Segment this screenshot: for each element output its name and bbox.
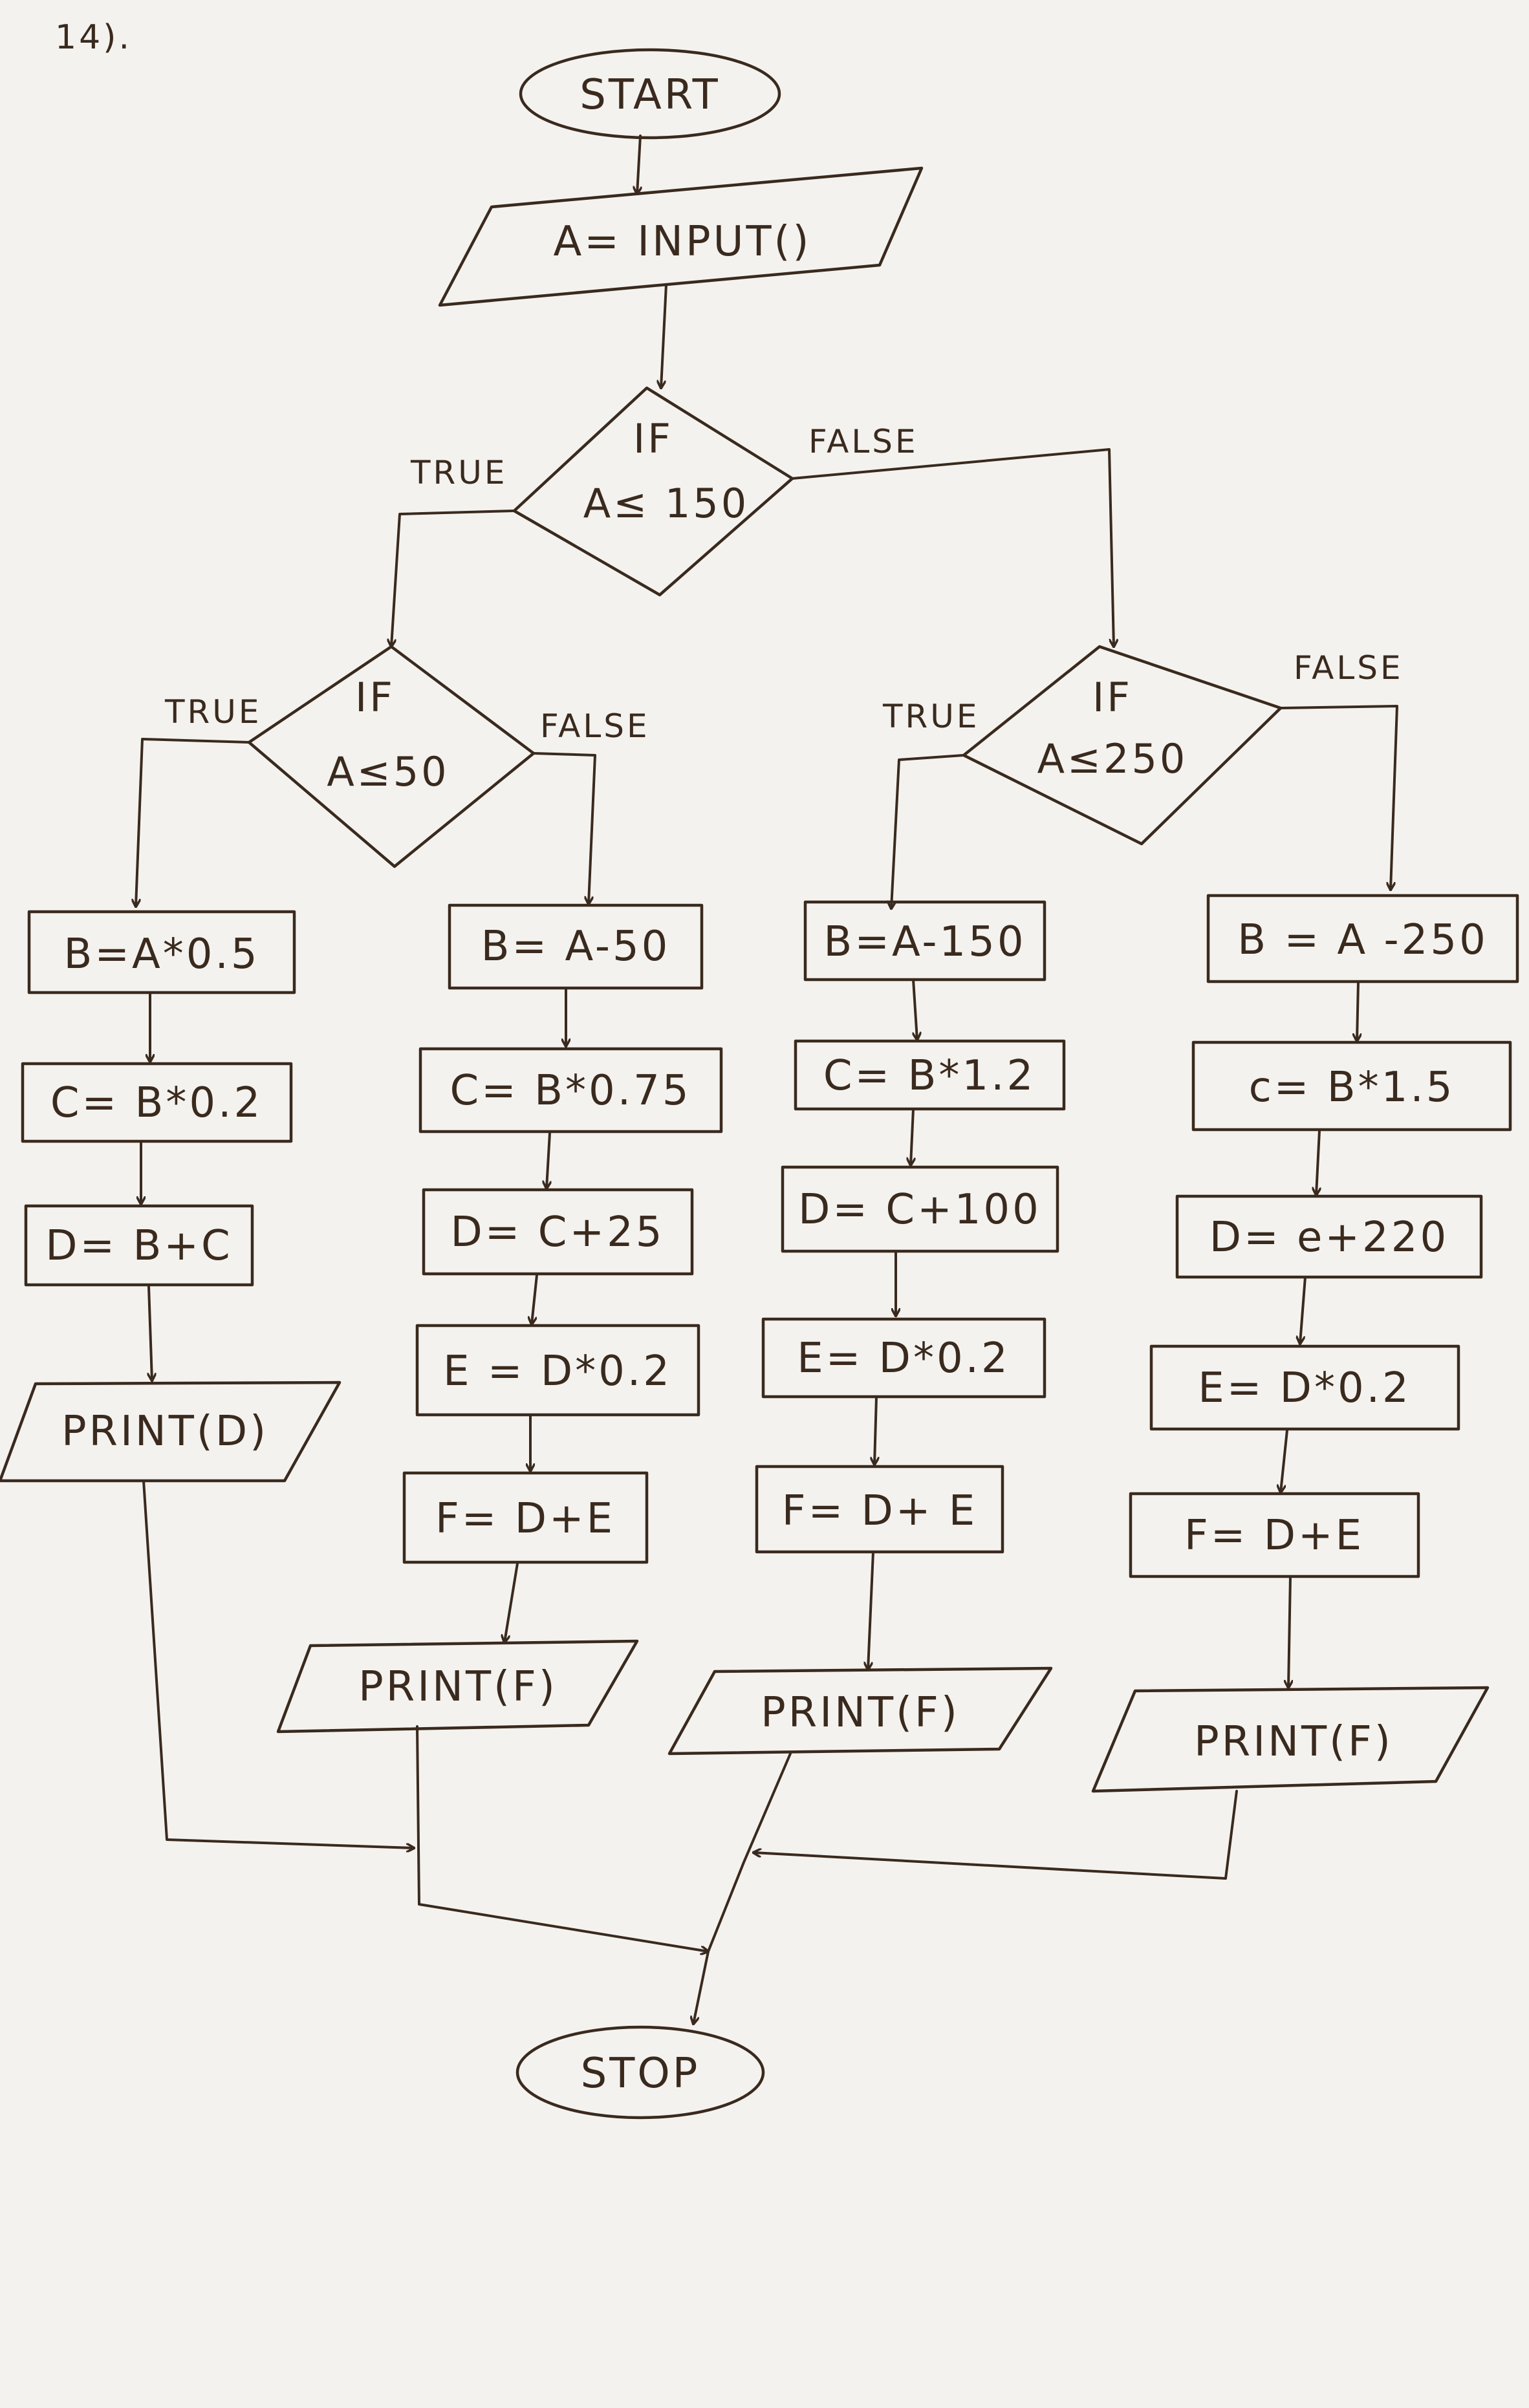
arrow-d3-false-to-b4 (1279, 705, 1398, 890)
svg-text:E= D*0.2: E= D*0.2 (1198, 1364, 1411, 1412)
svg-text:E= D*0.2: E= D*0.2 (797, 1335, 1010, 1382)
svg-text:C= B*0.75: C= B*0.75 (450, 1067, 691, 1115)
arrow-input-to-decision-1 (661, 283, 667, 388)
arrow-d3-true-to-b3 (891, 754, 965, 908)
svg-text:A≤50: A≤50 (327, 748, 449, 795)
start-terminal: START (519, 48, 781, 140)
arrow-d2-true-to-b1 (136, 738, 250, 907)
branch-1-output: PRINT(D) (0, 1381, 342, 1483)
svg-text:START: START (580, 71, 720, 119)
branch-3-step-2: C= B*1.2 (794, 1039, 1066, 1111)
arrow-b3-step-2-3 (911, 1108, 913, 1165)
svg-text:IF: IF (633, 415, 673, 462)
branch-1-step-1: B=A*0.5 (27, 910, 296, 994)
svg-text:B= A-50: B= A-50 (481, 923, 671, 971)
svg-text:D= C+25: D= C+25 (451, 1209, 665, 1256)
svg-text:D= e+220: D= e+220 (1209, 1214, 1449, 1262)
decision-2-false-label: FALSE (540, 707, 650, 745)
stop-terminal: STOP (515, 2025, 765, 2120)
input-parallelogram: A= INPUT() (438, 166, 924, 307)
arrow-d1-true-to-d2 (391, 510, 515, 647)
svg-text:C= B*1.2: C= B*1.2 (823, 1052, 1036, 1100)
arrow-d1-false-to-d3 (791, 448, 1114, 647)
decision-3: IF A≤250 (962, 645, 1283, 846)
arrow-b4-step-1-2 (1357, 980, 1358, 1041)
svg-text:F= D+E: F= D+E (1184, 1512, 1364, 1560)
arrow-b3-step-1-2 (912, 978, 917, 1040)
svg-text:A≤250: A≤250 (1037, 735, 1188, 782)
branch-3-step-5: F= D+ E (755, 1465, 1004, 1554)
decision-2-true-label: TRUE (164, 693, 261, 731)
branch-4-step-5: F= D+E (1129, 1492, 1420, 1578)
svg-text:F= D+ E: F= D+ E (782, 1487, 977, 1535)
arrow-d2-false-to-b2 (532, 752, 596, 904)
branch-2-step-2: C= B*0.75 (418, 1047, 723, 1134)
branch-4-output: PRINT(F) (1091, 1686, 1490, 1793)
branch-3-step-3: D= C+100 (781, 1165, 1059, 1253)
svg-text:IF: IF (355, 674, 395, 721)
decision-3-false-label: FALSE (1294, 649, 1404, 687)
arrow-b2-step-2-3 (547, 1132, 550, 1188)
arrow-b4-step-4-5 (1281, 1429, 1288, 1492)
svg-text:F= D+E: F= D+E (435, 1495, 615, 1543)
svg-text:c= B*1.5: c= B*1.5 (1249, 1064, 1455, 1112)
arrow-b2-merge (416, 1725, 708, 1951)
page-number: 14). (55, 18, 132, 57)
arrow-b3-step-5-out (868, 1551, 874, 1670)
svg-text:B = A -250: B = A -250 (1237, 916, 1488, 964)
svg-text:B=A-150: B=A-150 (823, 918, 1026, 966)
arrow-b1-step-3-out (149, 1285, 152, 1381)
branch-2-step-4: E = D*0.2 (415, 1324, 700, 1417)
svg-text:A≤ 150: A≤ 150 (583, 480, 749, 527)
branch-4-step-2: c= B*1.5 (1191, 1040, 1512, 1132)
arrow-b3-step-4-5 (874, 1395, 876, 1465)
arrow-start-to-input (637, 134, 640, 194)
svg-text:D= B+C: D= B+C (45, 1222, 232, 1270)
arrow-b4-merge (754, 1790, 1238, 1880)
svg-text:D= C+100: D= C+100 (798, 1186, 1041, 1234)
connectors (136, 134, 1398, 2024)
branch-2-step-5: F= D+E (402, 1471, 649, 1564)
branch-3-step-1: B=A-150 (803, 900, 1046, 982)
branch-3-step-4: E= D*0.2 (761, 1317, 1046, 1399)
svg-text:STOP: STOP (581, 2050, 700, 2098)
arrow-b2-step-5-out (504, 1562, 519, 1642)
branch-3-output: PRINT(F) (667, 1666, 1053, 1756)
branch-1-step-3: D= B+C (24, 1204, 254, 1287)
branch-4-step-4: E= D*0.2 (1149, 1344, 1460, 1431)
decision-1: IF A≤ 150 (512, 386, 794, 597)
svg-text:PRINT(F): PRINT(F) (761, 1689, 960, 1737)
arrow-b2-step-3-4 (532, 1274, 538, 1324)
branch-2-step-1: B= A-50 (448, 903, 704, 990)
decision-2: IF A≤50 (247, 645, 536, 868)
branch-1-step-2: C= B*0.2 (21, 1062, 293, 1143)
svg-text:C= B*0.2: C= B*0.2 (50, 1079, 263, 1127)
arrow-b1-merge (142, 1479, 414, 1848)
decision-1-false-label: FALSE (808, 423, 918, 460)
branch-2-output: PRINT(F) (276, 1639, 639, 1734)
arrow-b4-step-2-3 (1316, 1129, 1319, 1195)
branch-2-step-3: D= C+25 (422, 1188, 694, 1276)
svg-text:IF: IF (1092, 674, 1133, 721)
arrow-b4-step-3-4 (1300, 1276, 1307, 1344)
svg-text:A= INPUT(): A= INPUT() (554, 218, 812, 266)
arrow-b4-step-5-out (1288, 1575, 1290, 1688)
branch-4-step-3: D= e+220 (1175, 1194, 1483, 1279)
svg-text:B=A*0.5: B=A*0.5 (63, 930, 259, 978)
svg-text:PRINT(F): PRINT(F) (358, 1663, 558, 1711)
arrow-merge-to-stop (693, 1752, 792, 2024)
decision-3-true-label: TRUE (882, 698, 979, 735)
svg-text:PRINT(F): PRINT(F) (1194, 1718, 1393, 1766)
svg-text:E = D*0.2: E = D*0.2 (443, 1348, 672, 1395)
decision-1-true-label: TRUE (410, 454, 507, 491)
svg-text:PRINT(D): PRINT(D) (61, 1408, 268, 1456)
branch-4-step-1: B = A -250 (1206, 894, 1519, 984)
